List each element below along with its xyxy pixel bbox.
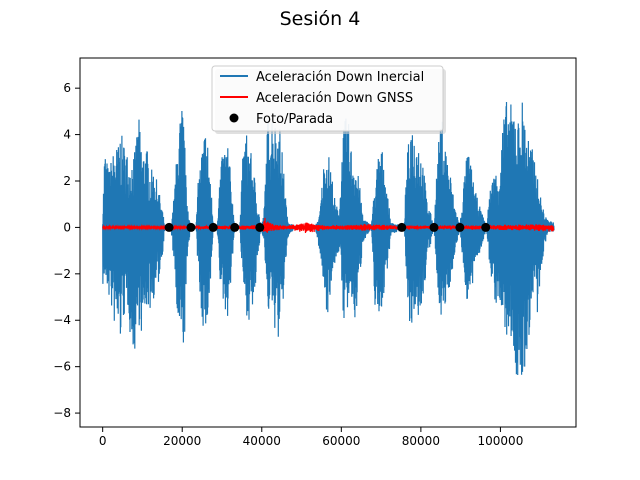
y-tick-label: −4 <box>53 313 71 327</box>
y-tick-label: 2 <box>63 174 71 188</box>
legend: Aceleración Down Inercial Aceleración Do… <box>212 66 446 134</box>
chart-title: Sesión 4 <box>280 8 361 30</box>
y-tick-label: 6 <box>63 81 71 95</box>
foto-parada-point <box>230 223 239 232</box>
legend-label-gnss: Aceleración Down GNSS <box>256 91 413 106</box>
legend-marker-foto <box>230 114 239 123</box>
legend-label-foto: Foto/Parada <box>256 112 333 127</box>
inercial-series-line <box>103 102 554 375</box>
y-tick-label: −8 <box>53 406 71 420</box>
plot-area <box>103 102 554 375</box>
x-tick-label: 20000 <box>163 434 201 448</box>
y-tick-label: 4 <box>63 128 71 142</box>
foto-parada-point <box>430 223 439 232</box>
foto-parada-point <box>481 223 490 232</box>
foto-parada-point <box>255 223 264 232</box>
foto-parada-point <box>209 223 218 232</box>
foto-parada-point <box>455 223 464 232</box>
y-tick-label: −2 <box>53 267 71 281</box>
legend-label-inercial: Aceleración Down Inercial <box>256 70 424 85</box>
foto-parada-point <box>397 223 406 232</box>
x-tick-label: 100000 <box>478 434 524 448</box>
x-tick-label: 80000 <box>402 434 440 448</box>
foto-parada-point <box>186 223 195 232</box>
x-tick-label: 0 <box>99 434 107 448</box>
foto-parada-point <box>165 223 174 232</box>
y-tick-label: −6 <box>53 360 71 374</box>
x-tick-label: 60000 <box>322 434 360 448</box>
x-tick-label: 40000 <box>243 434 281 448</box>
y-tick-label: 0 <box>63 220 71 234</box>
